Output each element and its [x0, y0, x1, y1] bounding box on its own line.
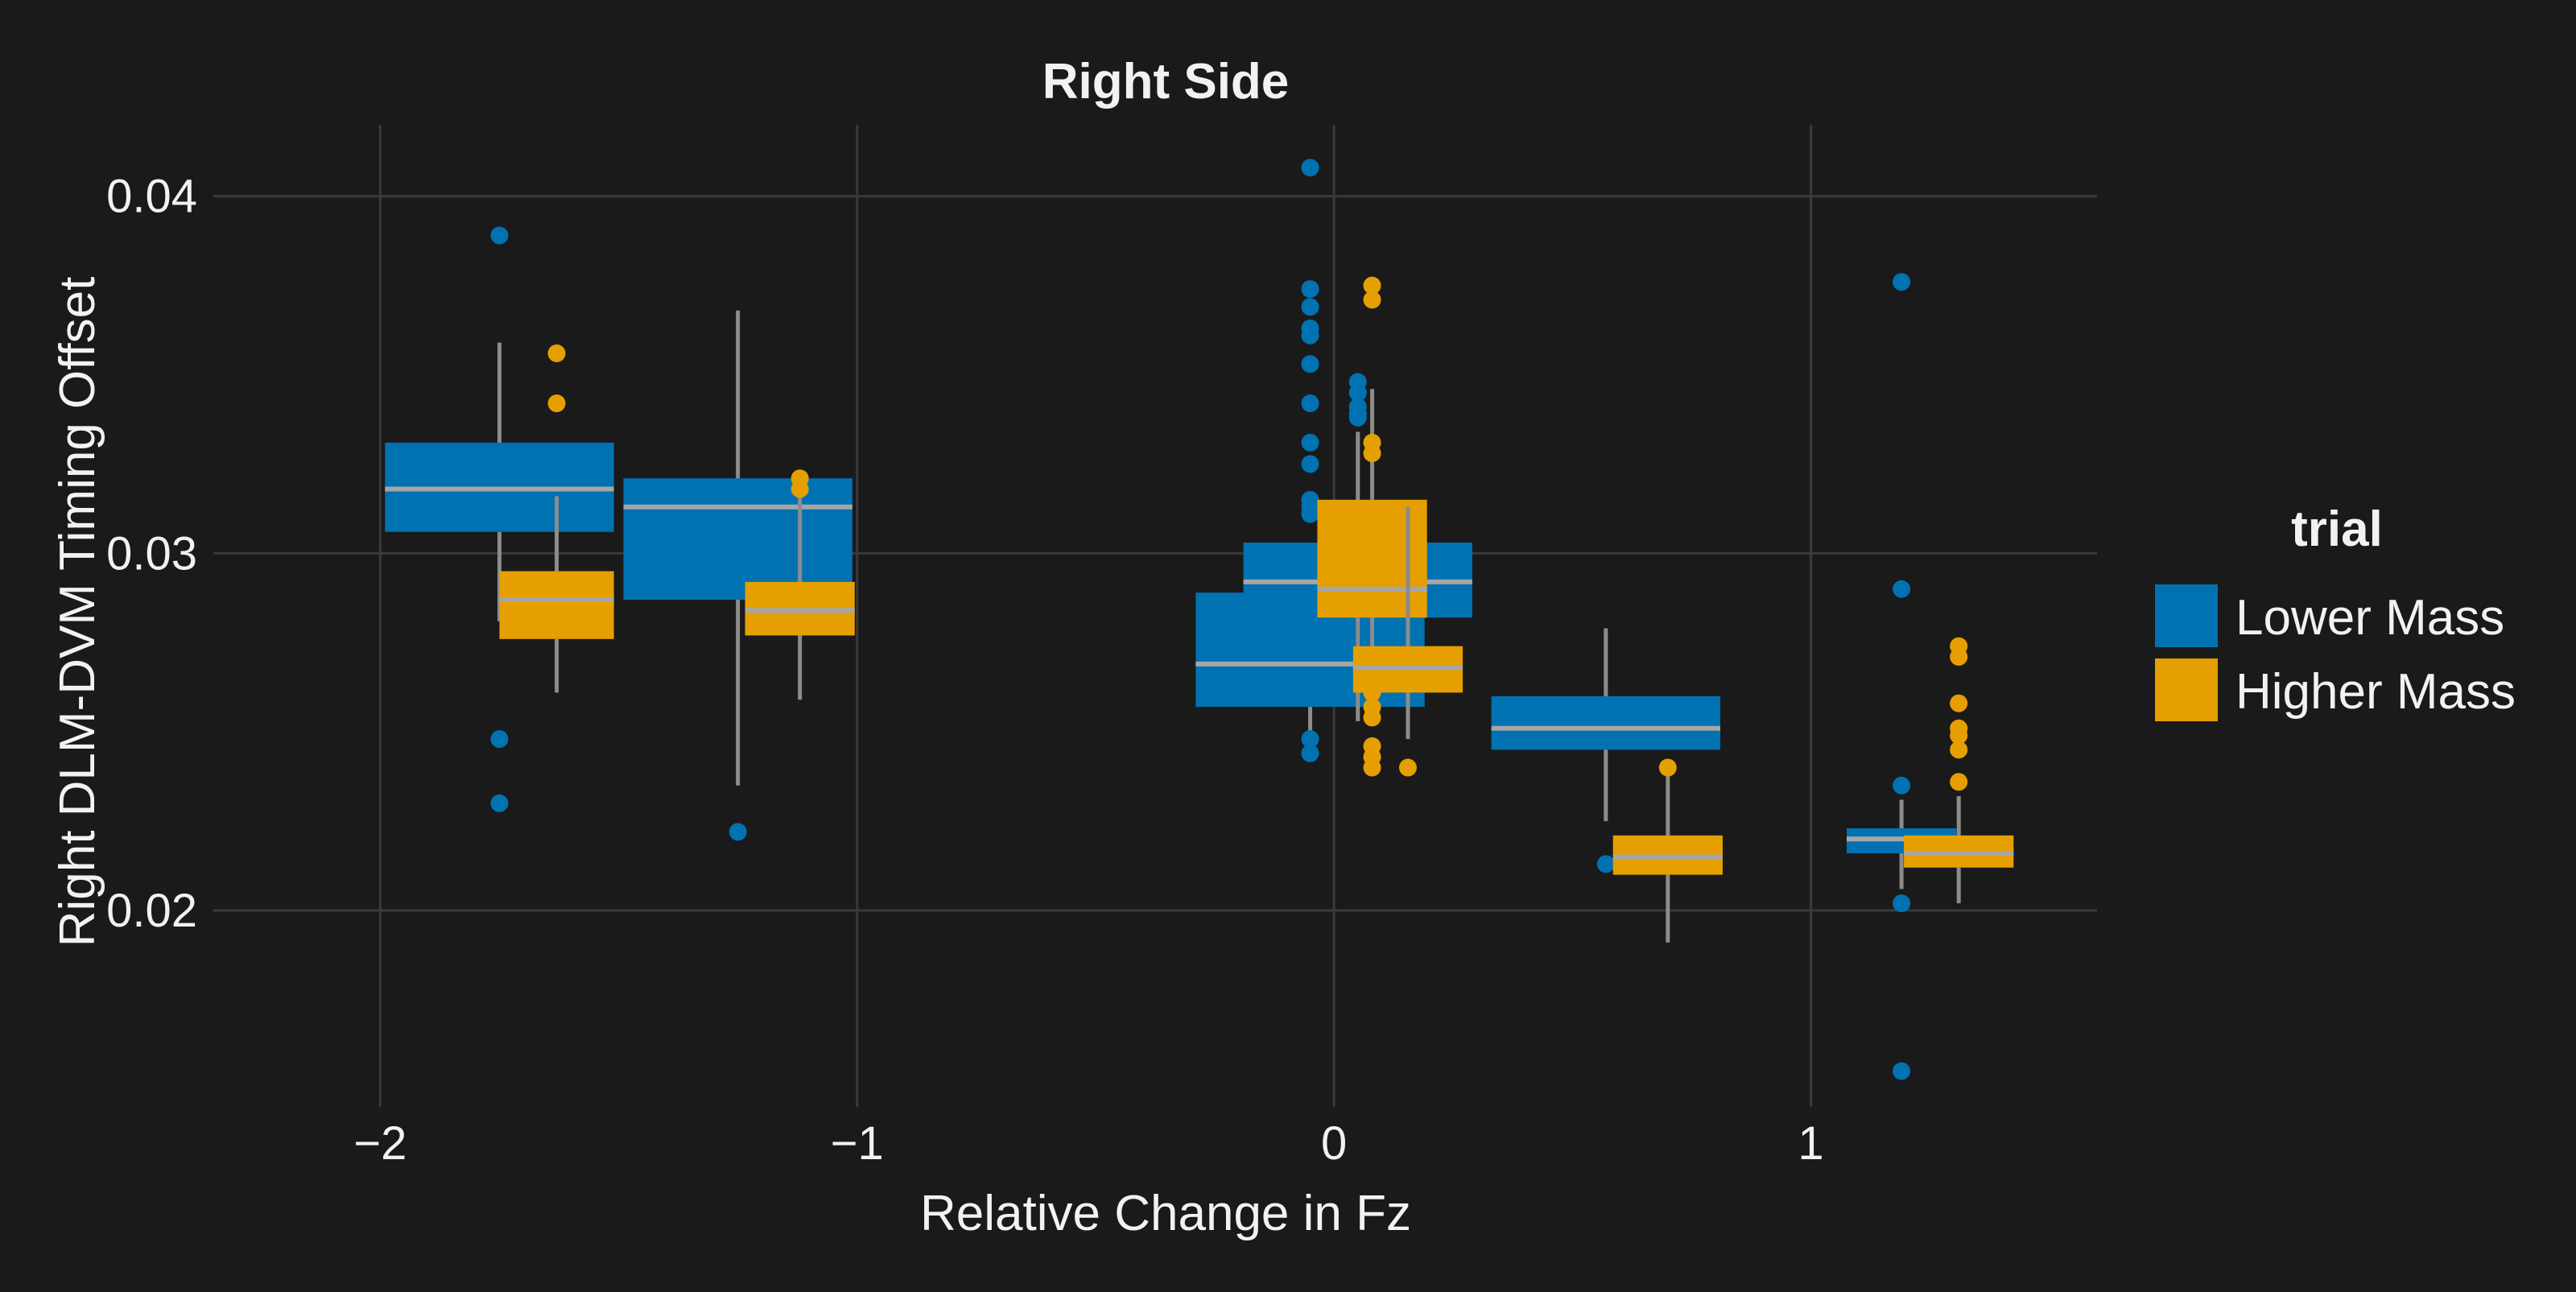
outlier-point: [1950, 741, 1968, 759]
outlier-point: [1893, 1062, 1911, 1080]
outlier-point: [1893, 776, 1911, 795]
boxplot-group-lower-mass: [1846, 273, 1957, 1080]
x-axis-title: Relative Change in Fz: [920, 1186, 1411, 1241]
outlier-point: [1363, 758, 1381, 777]
outlier-point: [490, 226, 509, 245]
outlier-point: [1301, 433, 1319, 452]
legend-title: trial: [2291, 502, 2383, 557]
outlier-point: [1893, 894, 1911, 913]
outlier-point: [547, 394, 566, 413]
boxplot-group-higher-mass: [745, 469, 855, 700]
outlier-point: [1301, 298, 1319, 316]
box: [1317, 499, 1427, 618]
outlier-point: [490, 794, 509, 812]
box: [623, 478, 852, 601]
outlier-point: [1301, 744, 1319, 762]
outlier-point: [1596, 855, 1615, 873]
outlier-point: [1348, 383, 1367, 402]
grid-lines: [213, 125, 2097, 1107]
outlier-point: [1301, 394, 1319, 413]
outlier-point: [1950, 726, 1968, 745]
outlier-point: [1301, 280, 1319, 299]
boxplot-group-higher-mass: [1352, 506, 1463, 777]
boxplot-group-higher-mass: [499, 344, 614, 693]
axis-labels: −2 −1 0 1 0.02 0.03 0.04: [106, 171, 1824, 1170]
outlier-point: [1658, 758, 1677, 777]
outlier-point: [1301, 326, 1319, 345]
y-axis-title: Right DLM-DVM Timing Offset: [50, 277, 105, 947]
outlier-point: [1301, 159, 1319, 177]
y-tick-label: 0.04: [106, 171, 197, 223]
outlier-point: [1893, 273, 1911, 291]
outlier-point: [1893, 580, 1911, 598]
boxplot-group-lower-mass: [385, 226, 614, 812]
outlier-point: [1950, 773, 1968, 791]
outlier-point: [547, 344, 566, 362]
outlier-point: [1363, 276, 1381, 295]
legend-label-lower-mass: Lower Mass: [2235, 590, 2504, 646]
outlier-point: [729, 823, 747, 841]
outlier-point: [791, 480, 809, 498]
boxplot-group-lower-mass: [623, 310, 852, 841]
outlier-point: [1301, 455, 1319, 473]
x-tick-label: 0: [1321, 1117, 1347, 1170]
x-tick-label: −1: [831, 1117, 884, 1170]
plot-marks: [385, 159, 2014, 1080]
outlier-point: [1301, 355, 1319, 374]
legend-swatch-lower-mass: [2155, 584, 2218, 647]
outlier-point: [1301, 505, 1319, 523]
outlier-point: [1398, 758, 1417, 777]
legend-label-higher-mass: Higher Mass: [2235, 664, 2516, 720]
box: [1491, 696, 1720, 750]
outlier-point: [1363, 708, 1381, 727]
outlier-point: [1363, 291, 1381, 309]
outlier-point: [1348, 408, 1367, 427]
outlier-point: [1301, 730, 1319, 749]
legend-swatch-higher-mass: [2155, 658, 2218, 721]
outlier-point: [1950, 694, 1968, 712]
boxplot-group-lower-mass: [1491, 628, 1720, 873]
x-tick-label: 1: [1798, 1117, 1823, 1170]
y-tick-label: 0.03: [106, 527, 197, 580]
x-tick-label: −2: [353, 1117, 407, 1170]
boxplot-group-higher-mass: [1612, 758, 1723, 943]
y-tick-label: 0.02: [106, 885, 197, 937]
chart-title: Right Side: [1042, 54, 1290, 109]
legend: trial Lower Mass Higher Mass: [2155, 502, 2516, 721]
outlier-point: [1363, 444, 1381, 463]
outlier-point: [490, 730, 509, 749]
box: [499, 571, 614, 639]
boxplot-group-higher-mass: [1904, 637, 2014, 904]
outlier-point: [1950, 648, 1968, 667]
